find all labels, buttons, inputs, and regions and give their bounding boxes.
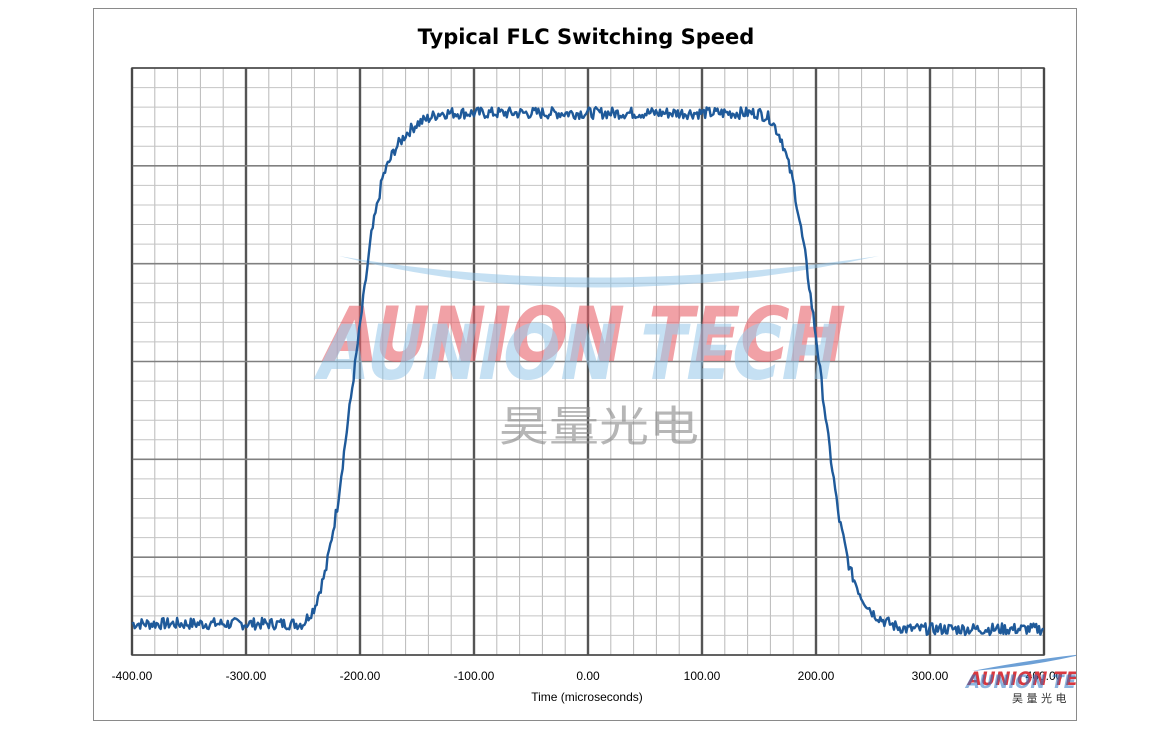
- plot-area-border: [131, 67, 1045, 656]
- logo-swoosh: [972, 654, 1076, 671]
- chart-title: Typical FLC Switching Speed: [418, 25, 755, 49]
- x-tick-labels: -400.00 -300.00 -200.00 -100.00 0.00 100.00 20…: [112, 669, 1063, 683]
- chart-frame: Typical FLC Switching Speed AUNION TECH …: [93, 8, 1077, 721]
- watermark-chinese: 昊量光电: [499, 402, 699, 451]
- watermark: AUNION TECH AUNION TECH 昊量光电: [314, 256, 879, 451]
- x-tick-label: 0.00: [576, 669, 600, 683]
- x-tick-label: 100.00: [684, 669, 721, 683]
- watermark-brand-blue: AUNION TECH: [314, 308, 838, 397]
- x-tick-label: 300.00: [912, 669, 949, 683]
- logo-brand-blue: AUNION TECH: [964, 671, 1076, 693]
- series-group: [131, 106, 1045, 637]
- series-line: [131, 106, 1045, 637]
- x-tick-label: -100.00: [454, 669, 495, 683]
- x-axis-title: Time (microseconds): [531, 690, 643, 704]
- x-tick-label: 400.00: [1026, 669, 1063, 683]
- aunion-tech-logo: AUNION TECH AUNION TECH 昊 量 光 电: [964, 654, 1076, 705]
- logo-chinese: 昊 量 光 电: [1012, 691, 1067, 705]
- x-tick-label: -300.00: [226, 669, 267, 683]
- x-tick-label: 200.00: [798, 669, 835, 683]
- watermark-swoosh: [339, 256, 879, 288]
- switching-speed-chart: Typical FLC Switching Speed AUNION TECH …: [112, 25, 1076, 705]
- logo-brand-red: AUNION TECH: [966, 668, 1076, 690]
- x-tick-label: -400.00: [112, 669, 153, 683]
- watermark-brand-red: AUNION TECH: [322, 290, 846, 379]
- x-tick-label: -200.00: [340, 669, 381, 683]
